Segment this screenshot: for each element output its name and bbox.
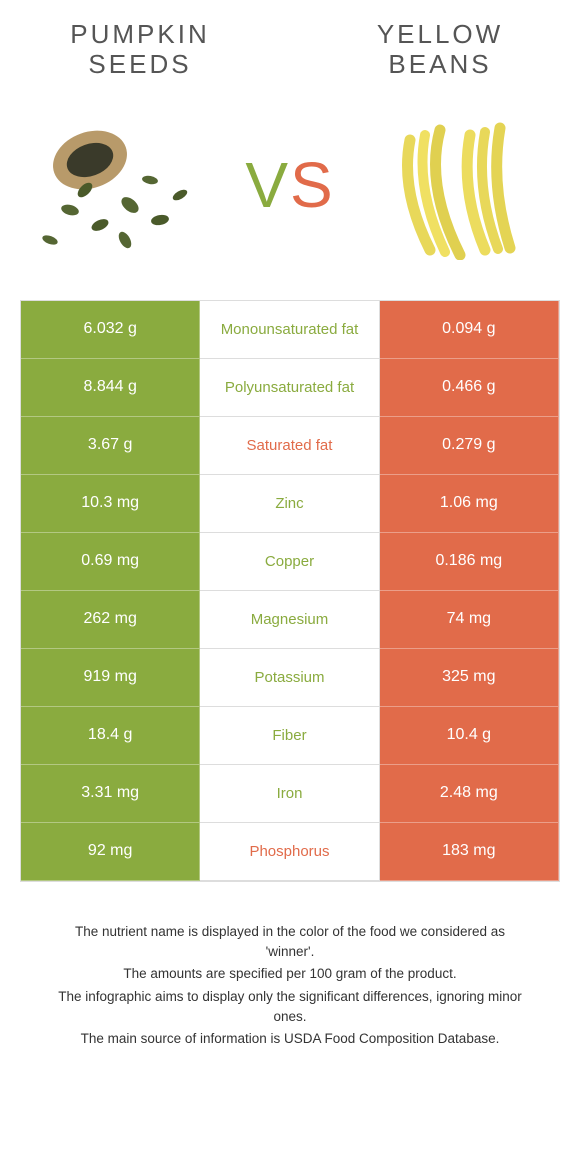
- left-value: 92 mg: [21, 823, 200, 881]
- right-value: 183 mg: [380, 823, 559, 881]
- left-value: 262 mg: [21, 591, 200, 649]
- nutrient-row: 3.31 mgIron2.48 mg: [21, 765, 559, 823]
- yellow-beans-image: [370, 110, 550, 260]
- vs-s: S: [290, 149, 335, 221]
- left-value: 10.3 mg: [21, 475, 200, 533]
- right-value: 0.466 g: [380, 359, 559, 417]
- nutrient-label: Iron: [200, 765, 379, 823]
- right-value: 0.279 g: [380, 417, 559, 475]
- footer-notes: The nutrient name is displayed in the co…: [20, 882, 560, 1050]
- nutrient-label: Magnesium: [200, 591, 379, 649]
- right-value: 1.06 mg: [380, 475, 559, 533]
- nutrient-row: 18.4 gFiber10.4 g: [21, 707, 559, 765]
- footer-line: The nutrient name is displayed in the co…: [50, 922, 530, 963]
- nutrient-row: 92 mgPhosphorus183 mg: [21, 823, 559, 881]
- left-value: 919 mg: [21, 649, 200, 707]
- titles-row: PUMPKIN SEEDS YELLOW BEANS: [20, 20, 560, 90]
- nutrient-label: Fiber: [200, 707, 379, 765]
- nutrient-label: Monounsaturated fat: [200, 301, 379, 359]
- left-value: 3.67 g: [21, 417, 200, 475]
- left-value: 6.032 g: [21, 301, 200, 359]
- nutrient-row: 0.69 mgCopper0.186 mg: [21, 533, 559, 591]
- right-value: 0.094 g: [380, 301, 559, 359]
- nutrient-table: 6.032 gMonounsaturated fat0.094 g8.844 g…: [20, 300, 560, 882]
- left-food-title: PUMPKIN SEEDS: [40, 20, 240, 80]
- pumpkin-seeds-image: [30, 110, 210, 260]
- nutrient-label: Zinc: [200, 475, 379, 533]
- right-value: 2.48 mg: [380, 765, 559, 823]
- right-value: 10.4 g: [380, 707, 559, 765]
- footer-line: The infographic aims to display only the…: [50, 987, 530, 1028]
- nutrient-row: 3.67 gSaturated fat0.279 g: [21, 417, 559, 475]
- left-value: 3.31 mg: [21, 765, 200, 823]
- vs-v: V: [245, 149, 290, 221]
- nutrient-row: 8.844 gPolyunsaturated fat0.466 g: [21, 359, 559, 417]
- vs-label: VS: [245, 148, 334, 222]
- left-value: 18.4 g: [21, 707, 200, 765]
- nutrient-row: 10.3 mgZinc1.06 mg: [21, 475, 559, 533]
- right-value: 74 mg: [380, 591, 559, 649]
- nutrient-label: Phosphorus: [200, 823, 379, 881]
- nutrient-label: Saturated fat: [200, 417, 379, 475]
- nutrient-label: Potassium: [200, 649, 379, 707]
- nutrient-label: Polyunsaturated fat: [200, 359, 379, 417]
- nutrient-label: Copper: [200, 533, 379, 591]
- hero-row: VS: [20, 90, 560, 300]
- left-value: 0.69 mg: [21, 533, 200, 591]
- right-food-title: YELLOW BEANS: [340, 20, 540, 80]
- right-value: 325 mg: [380, 649, 559, 707]
- left-value: 8.844 g: [21, 359, 200, 417]
- nutrient-row: 262 mgMagnesium74 mg: [21, 591, 559, 649]
- nutrient-row: 6.032 gMonounsaturated fat0.094 g: [21, 301, 559, 359]
- nutrient-row: 919 mgPotassium325 mg: [21, 649, 559, 707]
- footer-line: The amounts are specified per 100 gram o…: [50, 964, 530, 984]
- infographic-container: PUMPKIN SEEDS YELLOW BEANS VS: [0, 0, 580, 1061]
- right-value: 0.186 mg: [380, 533, 559, 591]
- footer-line: The main source of information is USDA F…: [50, 1029, 530, 1049]
